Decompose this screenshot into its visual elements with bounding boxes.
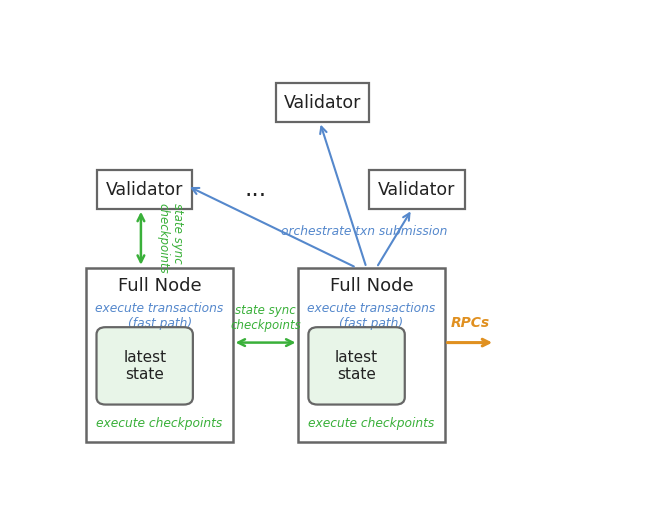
Text: execute checkpoints: execute checkpoints: [309, 418, 435, 430]
FancyBboxPatch shape: [96, 327, 193, 404]
FancyBboxPatch shape: [309, 327, 405, 404]
Bar: [369, 170, 465, 209]
Text: execute transactions
(fast path): execute transactions (fast path): [96, 302, 224, 330]
Bar: [96, 170, 193, 209]
Text: Full Node: Full Node: [118, 277, 201, 295]
Text: latest
state: latest state: [335, 350, 378, 382]
Bar: [87, 268, 232, 442]
Text: RPCs: RPCs: [450, 317, 490, 330]
Text: state sync
checkpoints: state sync checkpoints: [230, 305, 301, 332]
Text: orchestrate txn submission: orchestrate txn submission: [281, 225, 447, 238]
Bar: [275, 83, 369, 122]
Text: ...: ...: [244, 177, 266, 201]
Text: execute transactions
(fast path): execute transactions (fast path): [307, 302, 436, 330]
Text: execute checkpoints: execute checkpoints: [96, 418, 223, 430]
Text: Validator: Validator: [105, 181, 183, 199]
Text: Full Node: Full Node: [329, 277, 413, 295]
Text: Validator: Validator: [284, 94, 361, 112]
Text: latest
state: latest state: [123, 350, 166, 382]
Bar: [298, 268, 445, 442]
Text: Validator: Validator: [378, 181, 456, 199]
Text: state sync
checkpoints: state sync checkpoints: [156, 203, 184, 274]
